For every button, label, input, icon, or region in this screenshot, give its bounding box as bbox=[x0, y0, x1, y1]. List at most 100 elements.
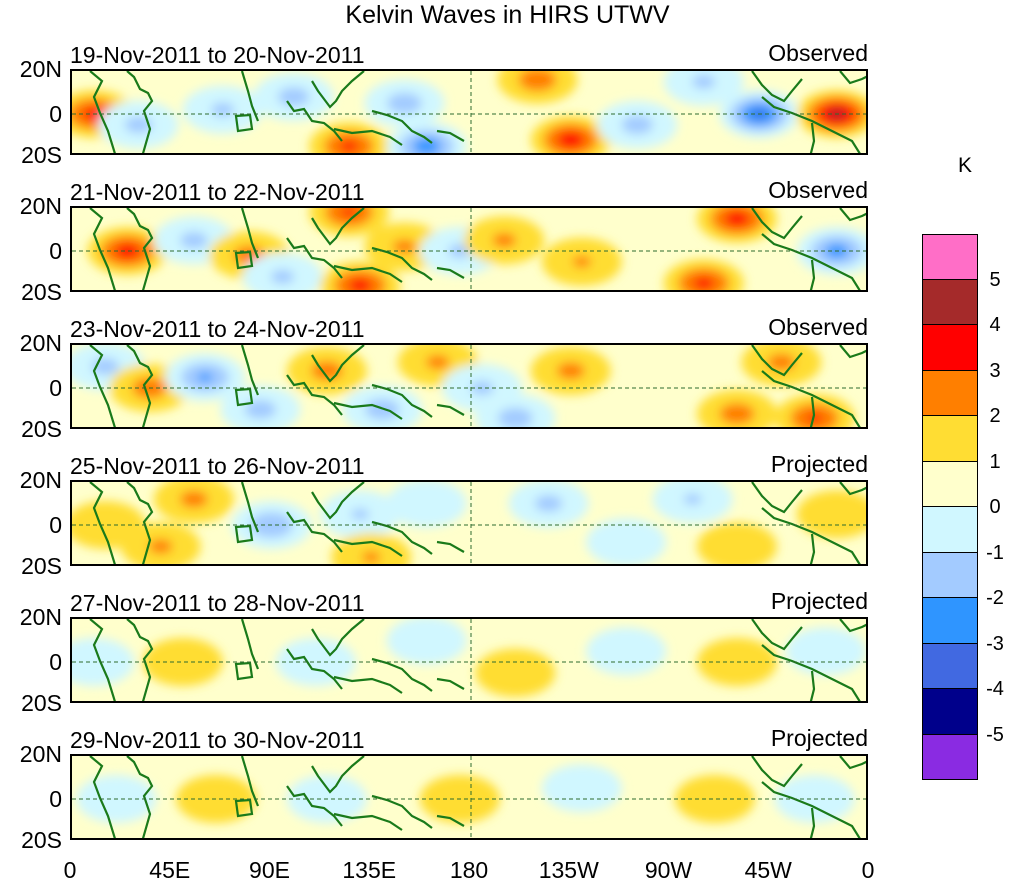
anomaly-contour bbox=[180, 490, 208, 508]
coastlines bbox=[89, 619, 866, 701]
colorbar-swatch bbox=[922, 552, 978, 598]
anomaly-contour bbox=[556, 131, 585, 149]
anomaly-contour bbox=[180, 231, 208, 249]
longitude-tick-label: 135W bbox=[538, 857, 599, 883]
coastline bbox=[751, 756, 803, 788]
anomaly-contour bbox=[386, 482, 467, 528]
coastline bbox=[839, 482, 866, 496]
anomaly-contour bbox=[586, 627, 667, 676]
coastline bbox=[751, 482, 803, 514]
region-box bbox=[234, 661, 254, 681]
latitude-tick-label: 0 bbox=[49, 649, 62, 675]
anomaly-contour bbox=[492, 233, 516, 248]
panel-map bbox=[72, 71, 866, 153]
colorbar bbox=[922, 234, 978, 780]
panel-map bbox=[72, 756, 866, 838]
anomaly-contour bbox=[341, 208, 357, 217]
coastline bbox=[286, 785, 343, 827]
latitude-tick-label: 0 bbox=[49, 786, 62, 812]
coastline bbox=[371, 657, 433, 692]
latitude-tick-label: 20S bbox=[21, 690, 62, 716]
coastlines bbox=[89, 756, 866, 838]
coastline bbox=[286, 648, 343, 690]
colorbar-unit: K bbox=[958, 154, 973, 177]
colorbar-level-label: 5 bbox=[989, 268, 1001, 291]
longitude-tick-label: 90E bbox=[249, 857, 290, 883]
coastline bbox=[126, 208, 154, 290]
panel-status: Observed bbox=[768, 314, 868, 340]
map-panel bbox=[70, 343, 868, 429]
anomaly-contour bbox=[270, 269, 295, 284]
colorbar-level-label: -5 bbox=[986, 723, 1004, 746]
coastline bbox=[311, 756, 365, 794]
colorbar-swatch bbox=[922, 643, 978, 689]
coastline bbox=[751, 619, 803, 651]
coastline bbox=[436, 540, 465, 553]
map-panel bbox=[70, 617, 868, 703]
anomaly-contour bbox=[149, 539, 173, 554]
anomaly-contour bbox=[348, 278, 372, 290]
longitude-tick-label: 45E bbox=[149, 857, 191, 883]
anomaly-contour bbox=[518, 71, 557, 91]
coastline bbox=[333, 812, 403, 831]
coastline bbox=[89, 756, 116, 838]
latitude-tick-label: 0 bbox=[49, 101, 62, 127]
anomaly-contour bbox=[806, 413, 823, 423]
anomaly-contour bbox=[114, 243, 141, 259]
coastline bbox=[839, 71, 866, 85]
coastline bbox=[809, 670, 816, 701]
coastline bbox=[751, 208, 803, 240]
coastline bbox=[436, 814, 465, 827]
panel-status: Projected bbox=[770, 588, 868, 614]
anomaly-contour bbox=[475, 648, 556, 697]
colorbar-swatch bbox=[922, 461, 978, 507]
latitude-tick-label: 20S bbox=[21, 416, 62, 442]
coastline bbox=[809, 807, 816, 838]
colorbar-swatch bbox=[922, 416, 978, 462]
panel-date-range: 23-Nov-2011 to 24-Nov-2011 bbox=[70, 316, 365, 342]
map-panel bbox=[70, 69, 868, 155]
colorbar-swatch bbox=[922, 689, 978, 735]
region-box bbox=[234, 387, 254, 407]
panel-map bbox=[72, 345, 866, 427]
coastline bbox=[761, 96, 861, 153]
colorbar-swatch bbox=[922, 370, 978, 416]
latitude-tick-label: 20N bbox=[19, 193, 62, 219]
anomaly-contour bbox=[534, 495, 563, 512]
anomaly-contour bbox=[719, 403, 755, 425]
region-box bbox=[234, 113, 254, 133]
coastline bbox=[126, 619, 154, 701]
anomaly-contour bbox=[572, 256, 591, 268]
anomaly-contour bbox=[412, 137, 441, 153]
map-panel bbox=[70, 754, 868, 840]
coastline bbox=[333, 401, 403, 420]
anomaly-contour bbox=[556, 362, 585, 380]
anomaly-contour bbox=[331, 533, 412, 564]
coastline bbox=[89, 208, 116, 290]
anomaly-contour bbox=[124, 116, 153, 134]
coastline bbox=[761, 507, 861, 564]
colorbar-level-label: -3 bbox=[986, 632, 1004, 655]
coastline bbox=[809, 396, 816, 427]
coastline bbox=[126, 345, 154, 427]
coastline bbox=[761, 233, 861, 290]
colorbar-level-label: 4 bbox=[989, 314, 1001, 336]
anomaly-contour bbox=[674, 775, 755, 823]
panel-status: Observed bbox=[768, 40, 868, 66]
coastline bbox=[371, 109, 433, 144]
latitude-tick-label: 0 bbox=[49, 375, 62, 401]
coastline bbox=[311, 208, 365, 246]
latitude-tick-label: 20N bbox=[19, 604, 62, 630]
coastline bbox=[761, 781, 861, 838]
latitude-tick-label: 0 bbox=[49, 238, 62, 264]
anomaly-contour bbox=[586, 518, 667, 564]
panel-status: Observed bbox=[768, 177, 868, 203]
anomaly-contour bbox=[724, 211, 750, 227]
coastline bbox=[126, 756, 154, 838]
panel-map bbox=[72, 482, 866, 564]
anomaly-contour bbox=[470, 381, 494, 395]
anomaly-contour bbox=[339, 140, 359, 152]
anomaly-contour bbox=[767, 353, 796, 371]
latitude-tick-label: 20N bbox=[19, 467, 62, 493]
